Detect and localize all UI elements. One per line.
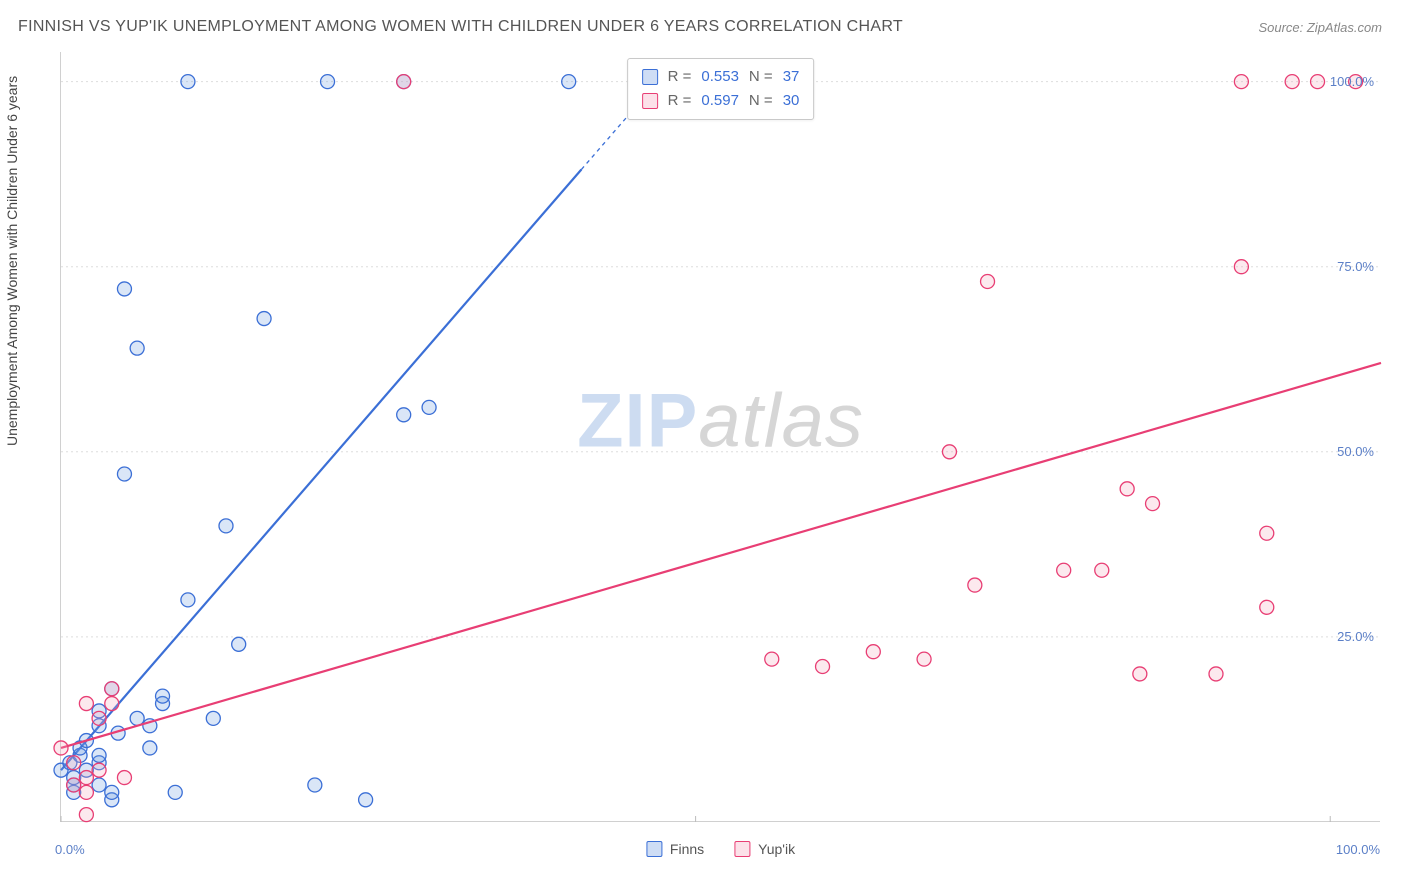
source-label: Source: ZipAtlas.com bbox=[1258, 20, 1382, 35]
swatch-finns bbox=[646, 841, 662, 857]
swatch-finns bbox=[642, 69, 658, 85]
r-label: R = bbox=[668, 65, 692, 89]
n-label: N = bbox=[749, 89, 773, 113]
y-tick-label: 50.0% bbox=[1337, 444, 1374, 459]
legend-item-yupik[interactable]: Yup'ik bbox=[734, 841, 795, 857]
stats-box: R = 0.553 N = 37 R = 0.597 N = 30 bbox=[627, 58, 815, 120]
n-value-finns: 37 bbox=[783, 65, 800, 89]
y-axis-label: Unemployment Among Women with Children U… bbox=[4, 76, 20, 446]
swatch-yupik bbox=[642, 93, 658, 109]
n-value-yupik: 30 bbox=[783, 89, 800, 113]
legend-label-finns: Finns bbox=[670, 841, 704, 857]
x-tick-label: 100.0% bbox=[1336, 842, 1380, 857]
stats-row-yupik: R = 0.597 N = 30 bbox=[642, 89, 800, 113]
plot-area: ZIPatlas R = 0.553 N = 37 R = 0.597 N = … bbox=[60, 52, 1380, 822]
y-tick-label: 100.0% bbox=[1330, 74, 1374, 89]
legend-item-finns[interactable]: Finns bbox=[646, 841, 704, 857]
y-tick-label: 75.0% bbox=[1337, 259, 1374, 274]
y-tick-label: 25.0% bbox=[1337, 629, 1374, 644]
n-label: N = bbox=[749, 65, 773, 89]
legend-label-yupik: Yup'ik bbox=[758, 841, 795, 857]
plot-svg bbox=[61, 52, 1380, 821]
stats-row-finns: R = 0.553 N = 37 bbox=[642, 65, 800, 89]
chart-title: FINNISH VS YUP'IK UNEMPLOYMENT AMONG WOM… bbox=[18, 18, 903, 36]
r-value-yupik: 0.597 bbox=[701, 89, 739, 113]
swatch-yupik bbox=[734, 841, 750, 857]
x-tick-label: 0.0% bbox=[55, 842, 85, 857]
legend: Finns Yup'ik bbox=[646, 841, 795, 857]
r-label: R = bbox=[668, 89, 692, 113]
r-value-finns: 0.553 bbox=[701, 65, 739, 89]
